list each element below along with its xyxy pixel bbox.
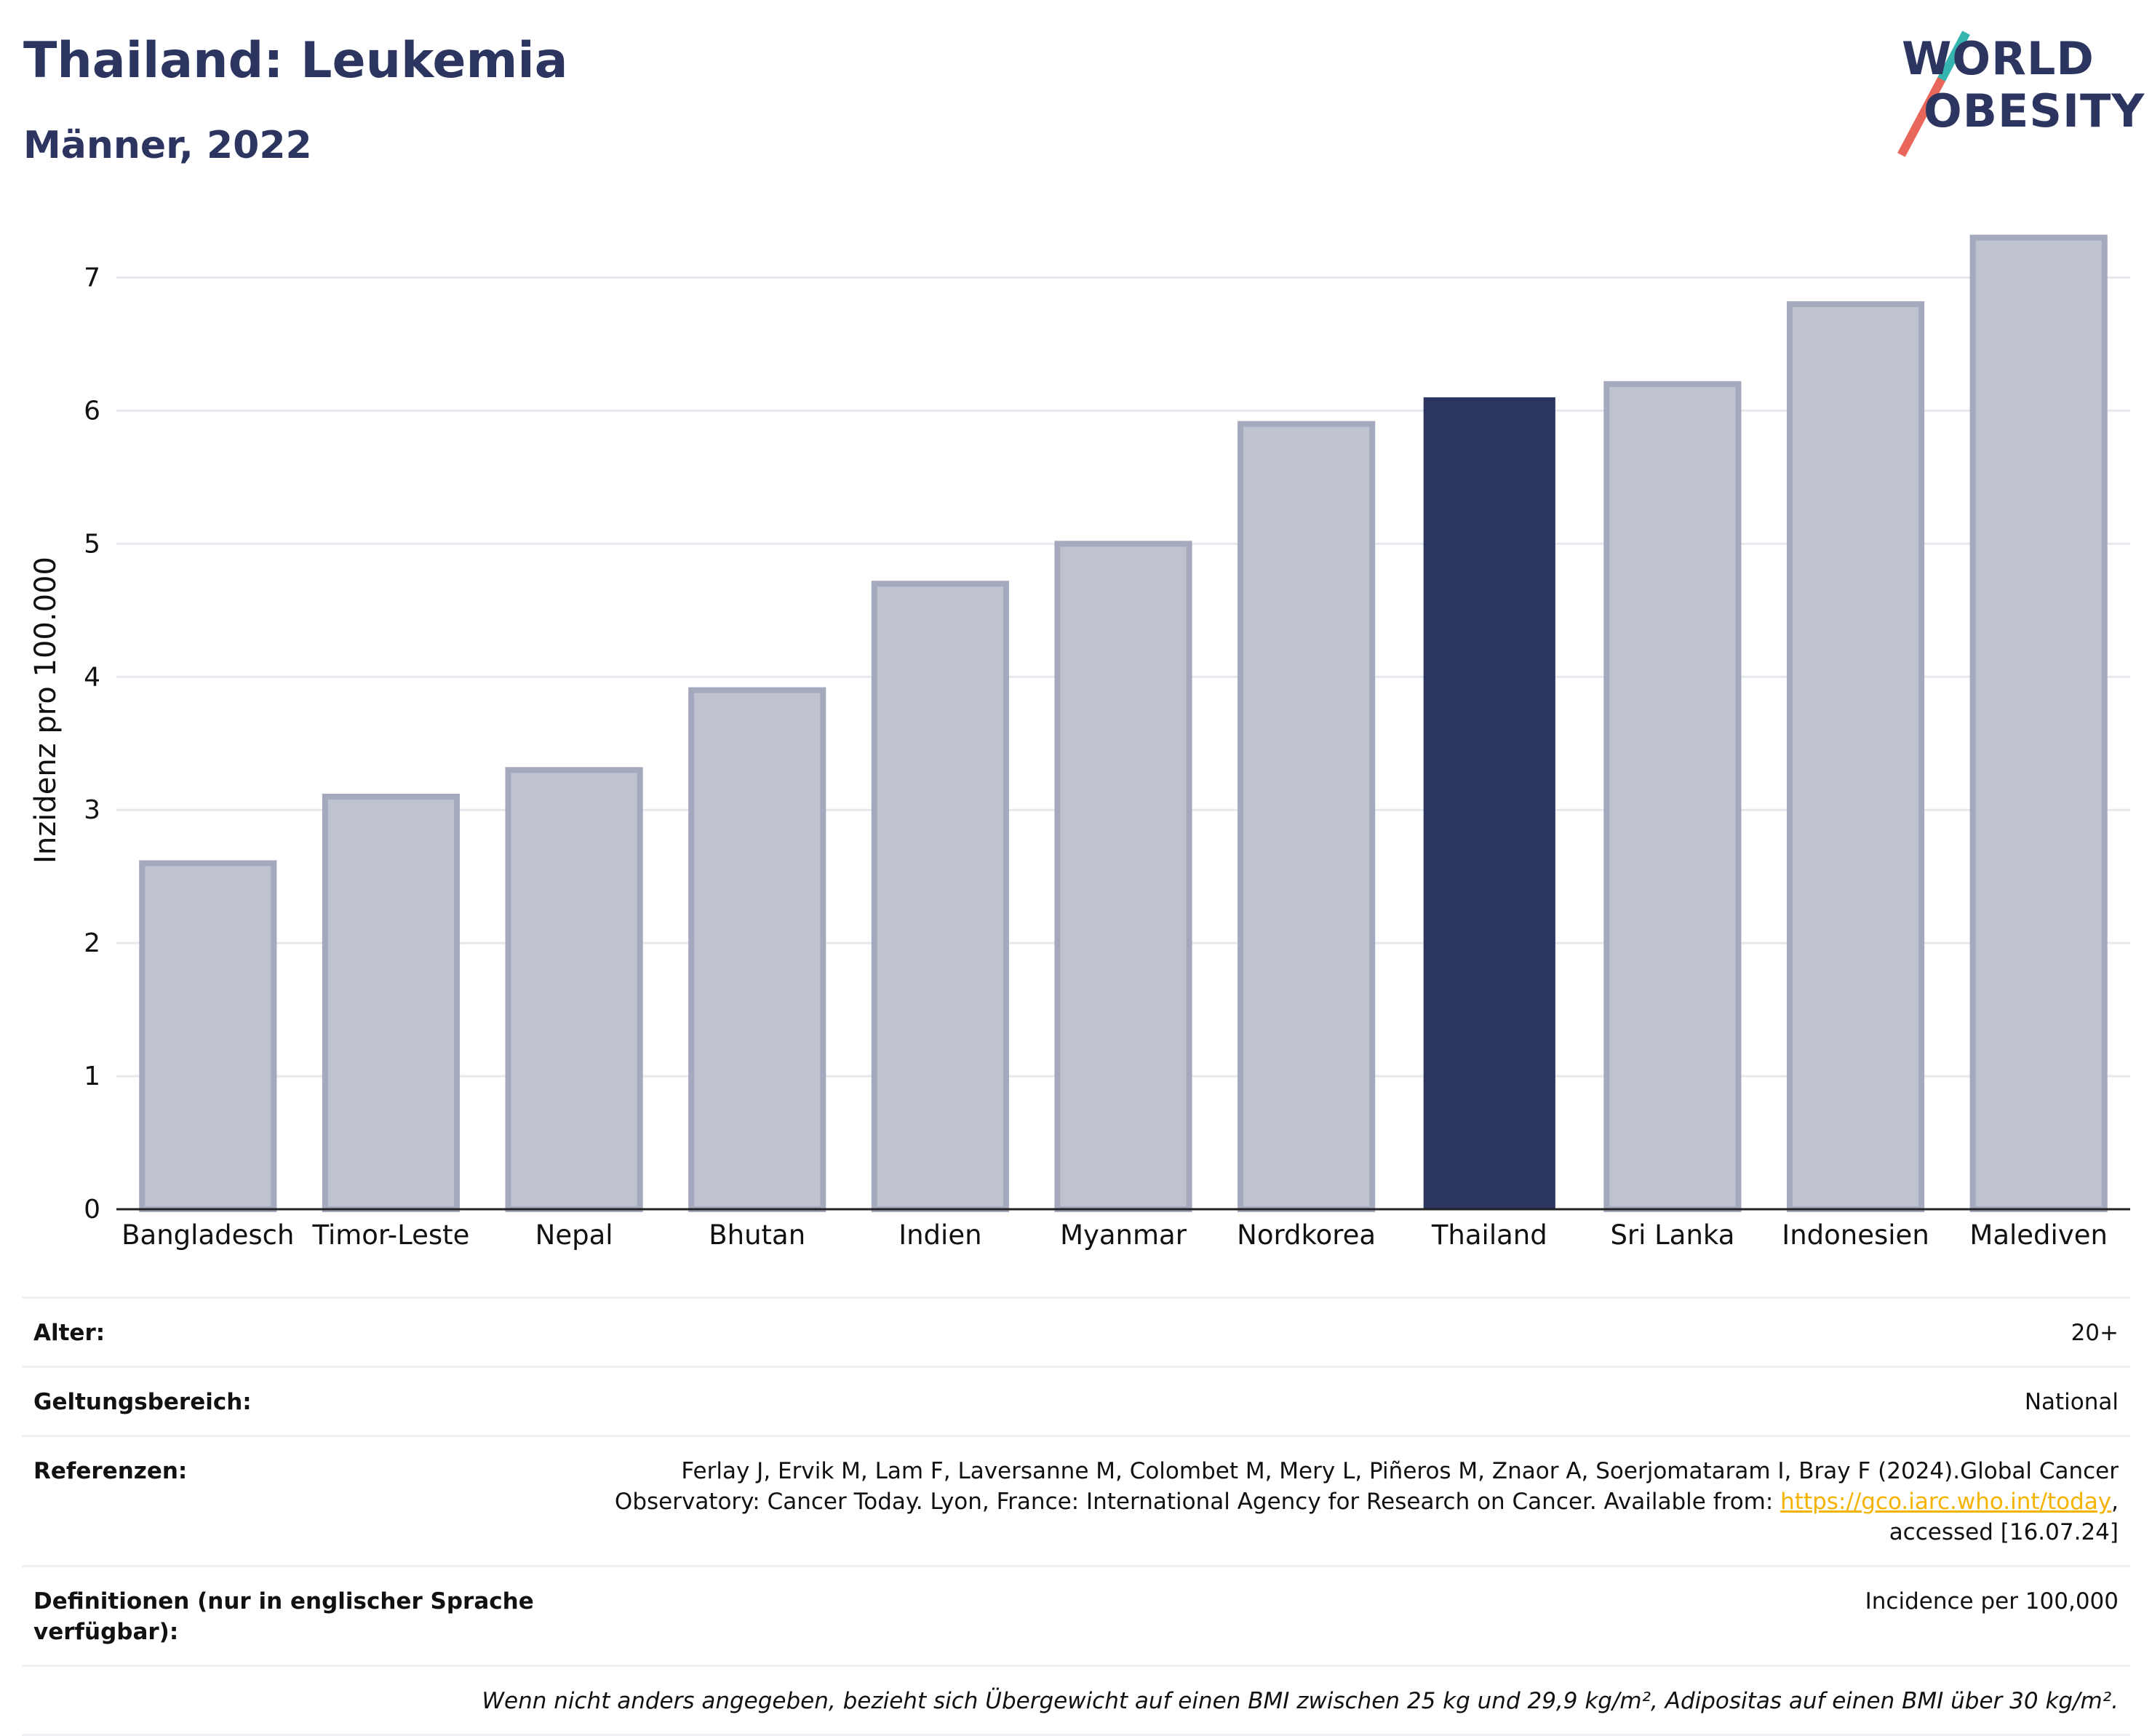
x-tick-label: Malediven [1969,1219,2108,1251]
bar-indonesien [1786,301,1925,1212]
y-tick-label: 0 [84,1195,100,1225]
bar-myanmar [1054,541,1192,1213]
meta-refs-label: Referenzen: [33,1458,188,1484]
y-tick-label: 5 [84,529,100,559]
meta-row-references: Referenzen: Ferlay J, Ervik M, Lam F, La… [22,1437,2130,1567]
x-tick-label: Bangladesch [121,1219,294,1251]
meta-note: Wenn nicht anders angegeben, bezieht sic… [482,1688,2119,1714]
y-tick-label: 3 [84,795,100,825]
bar-sri-lanka [1603,381,1742,1212]
meta-def-label: Definitionen (nur in englischer Sprache … [33,1588,534,1645]
meta-scope-value: National [2024,1389,2119,1415]
y-tick-label: 2 [84,928,100,958]
y-tick-label: 7 [84,263,100,292]
meta-row-age: Alter: 20+ [22,1299,2130,1368]
y-tick-label: 6 [84,396,100,426]
x-tick-label: Nordkorea [1237,1219,1376,1251]
meta-row-scope: Geltungsbereich: National [22,1368,2130,1437]
x-tick-label: Timor-Leste [312,1219,470,1251]
x-tick-label: Thailand [1431,1219,1547,1251]
bar-nordkorea [1238,421,1376,1212]
y-tick-label: 4 [84,662,100,692]
x-tick-label: Bhutan [709,1219,805,1251]
bar-bangladesch [139,860,277,1213]
bar-indien [871,581,1009,1212]
logo-word-world: WORLD [1902,32,2095,85]
meta-age-value: 20+ [2071,1320,2119,1346]
meta-row-note: Wenn nicht anders angegeben, bezieht sic… [22,1667,2130,1736]
x-tick-label: Indien [898,1219,981,1251]
bar-chart: 0 1 2 3 4 5 6 7 Inzidenz pro 100.000 Bangladesch T… [29,234,2130,1251]
meta-refs-accessed: , accessed [16.07.24] [1889,1489,2119,1545]
chart-title: Thailand: Leukemia [23,32,568,89]
y-tick-label: 1 [84,1062,100,1091]
bar-malediven [1969,234,2108,1212]
x-tick-label: Sri Lanka [1610,1219,1734,1251]
x-tick-label: Nepal [535,1219,613,1251]
x-tick-label: Myanmar [1060,1219,1187,1251]
bar-timor-leste [322,793,461,1212]
meta-age-label: Alter: [33,1320,105,1346]
y-axis-label: Inzidenz pro 100.000 [29,557,63,864]
meta-scope-label: Geltungsbereich: [33,1389,252,1415]
metadata-table: Alter: 20+ Geltungsbereich: National Ref… [22,1297,2130,1736]
meta-refs-text: Ferlay J, Ervik M, Lam F, Laversanne M, … [614,1458,2119,1515]
bar-thailand [1423,397,1555,1209]
meta-refs-value: Ferlay J, Ervik M, Lam F, Laversanne M, … [557,1456,2119,1548]
x-tick-label: Indonesien [1782,1219,1929,1251]
bar-nepal [505,767,643,1212]
reference-link[interactable]: https://gco.iarc.who.int/today [1780,1489,2112,1515]
chart-subtitle: Männer, 2022 [23,124,312,167]
meta-row-definitions: Definitionen (nur in englischer Sprache … [22,1567,2130,1667]
bar-bhutan [688,687,826,1212]
world-obesity-logo: WORLD OBESITY [1897,20,2144,157]
logo-word-obesity: OBESITY [1924,84,2145,138]
meta-def-value: Incidence per 100,000 [1865,1588,2119,1614]
